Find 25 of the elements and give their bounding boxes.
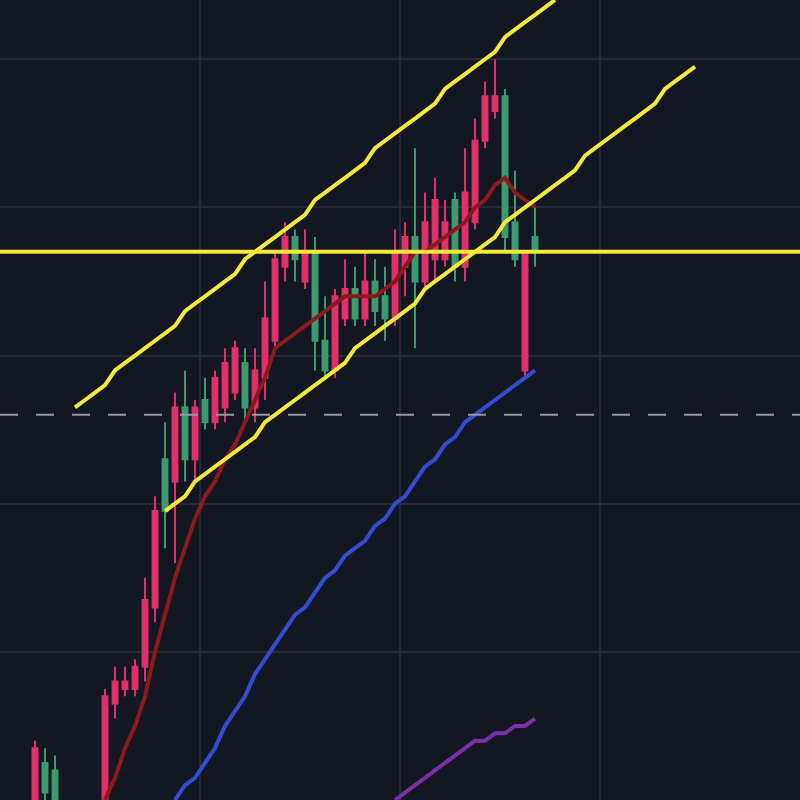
candlestick <box>231 339 239 401</box>
candlestick <box>161 421 169 550</box>
candlestick <box>341 258 349 327</box>
candlestick <box>181 369 189 483</box>
candlestick <box>321 295 329 379</box>
candlestick <box>371 258 379 327</box>
candlestick <box>201 376 209 431</box>
candlestick <box>491 58 499 120</box>
candlestick <box>171 391 179 564</box>
candlestick <box>131 658 139 698</box>
candlestick <box>151 495 159 624</box>
candlestick <box>51 754 59 800</box>
candlestick <box>511 169 519 268</box>
candlestick <box>411 147 419 350</box>
candlestick <box>221 347 229 424</box>
candlestick <box>191 399 199 483</box>
candlestick <box>531 206 539 268</box>
candlestick <box>111 665 119 720</box>
candlestick <box>381 265 389 342</box>
candlestick <box>241 347 249 424</box>
candlestick <box>141 576 149 683</box>
candlestick <box>361 250 369 327</box>
candlestick <box>481 80 489 150</box>
candlestick <box>121 665 129 698</box>
candlestick <box>41 747 49 800</box>
